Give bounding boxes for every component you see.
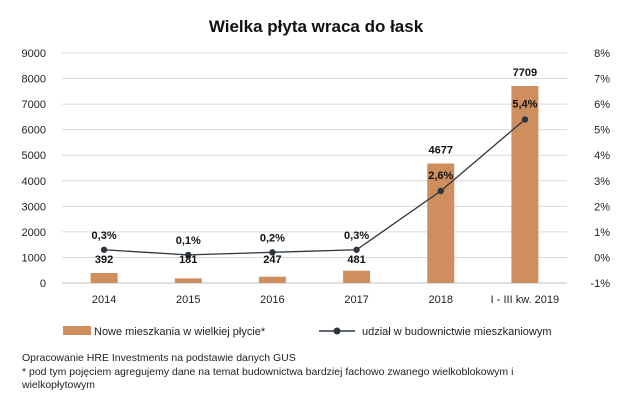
bar-value-label: 7709: [513, 67, 537, 79]
bar-value-label: 247: [263, 254, 281, 266]
right-tick-label: 3%: [594, 176, 610, 188]
line-point: [100, 246, 108, 253]
left-tick-label: 8000: [22, 74, 46, 86]
left-tick-label: 0: [40, 278, 46, 290]
left-tick-label: 5000: [22, 150, 46, 162]
right-tick-label: 0%: [594, 252, 610, 264]
left-tick-label: 6000: [22, 125, 46, 137]
line-value-label: 0,1%: [176, 235, 201, 247]
left-tick-label: 7000: [22, 99, 46, 111]
bar-value-label: 4677: [429, 144, 453, 156]
x-axis-labels: 2014 2015 2016 2017 2018 I - III kw. 2019: [92, 294, 559, 306]
bar: [511, 85, 539, 284]
bar-series: [90, 85, 539, 284]
bar: [258, 276, 286, 283]
line-point: [353, 246, 360, 253]
legend-bar-swatch: [63, 326, 91, 335]
footnote: * pod tym pojęciem agregujemy dane na te…: [22, 366, 514, 391]
line-value-label: 5,4%: [512, 98, 537, 110]
share-line: [104, 118, 526, 256]
right-tick-label: 5%: [594, 125, 610, 137]
right-tick-label: 1%: [594, 227, 610, 239]
right-axis-ticks: -1% 0% 1% 2% 3% 4% 5% 6% 7% 8%: [590, 48, 610, 290]
line-value-label: 0,3%: [92, 230, 117, 242]
bar-value-label: 181: [179, 254, 197, 266]
line-series: [100, 116, 529, 259]
right-tick-label: 6%: [594, 99, 610, 111]
legend: Nowe mieszkania w wielkiej płycie* udzia…: [63, 326, 552, 338]
line-value-label: 0,2%: [260, 232, 285, 244]
line-value-label: 0,3%: [344, 230, 369, 242]
line-point: [269, 249, 276, 256]
x-tick-label: I - III kw. 2019: [491, 294, 559, 306]
legend-line-marker: [333, 327, 341, 335]
right-tick-label: 4%: [594, 150, 610, 162]
bar: [90, 272, 118, 283]
x-tick-label: 2018: [429, 294, 453, 306]
source-note: Opracowanie HRE Investments na podstawie…: [22, 352, 296, 364]
bar: [174, 278, 202, 283]
x-tick-label: 2014: [92, 294, 116, 306]
data-labels: 392 181 247 481 4677 7709 0,3% 0,1% 0,2% 0,3% 2,6%…: [92, 67, 538, 266]
left-tick-label: 4000: [22, 176, 46, 188]
left-tick-label: 1000: [22, 252, 46, 264]
line-point: [437, 187, 444, 195]
right-tick-label: -1%: [590, 278, 610, 290]
bar-value-label: 481: [347, 254, 365, 266]
left-tick-label: 9000: [22, 48, 46, 60]
left-tick-label: 2000: [22, 227, 46, 239]
right-tick-label: 8%: [594, 48, 610, 60]
legend-line-label: udział w budownictwie mieszkaniowym: [362, 326, 552, 338]
x-tick-label: 2016: [260, 294, 284, 306]
line-point: [185, 251, 192, 259]
right-tick-label: 7%: [594, 74, 610, 86]
line-point: [521, 116, 529, 123]
bar-value-label: 392: [95, 254, 113, 266]
x-tick-label: 2015: [176, 294, 200, 306]
left-tick-label: 3000: [22, 201, 46, 213]
bar: [343, 270, 371, 283]
chart-title: Wielka płyta wraca do łask: [209, 17, 424, 36]
left-axis-ticks: 0 1000 2000 3000 4000 5000 6000 7000 8000 9000: [22, 48, 46, 290]
gridlines: [62, 52, 567, 284]
right-tick-label: 2%: [594, 201, 610, 213]
legend-bar-label: Nowe mieszkania w wielkiej płycie*: [94, 326, 266, 338]
line-value-label: 2,6%: [428, 170, 453, 182]
x-tick-label: 2017: [344, 294, 368, 306]
